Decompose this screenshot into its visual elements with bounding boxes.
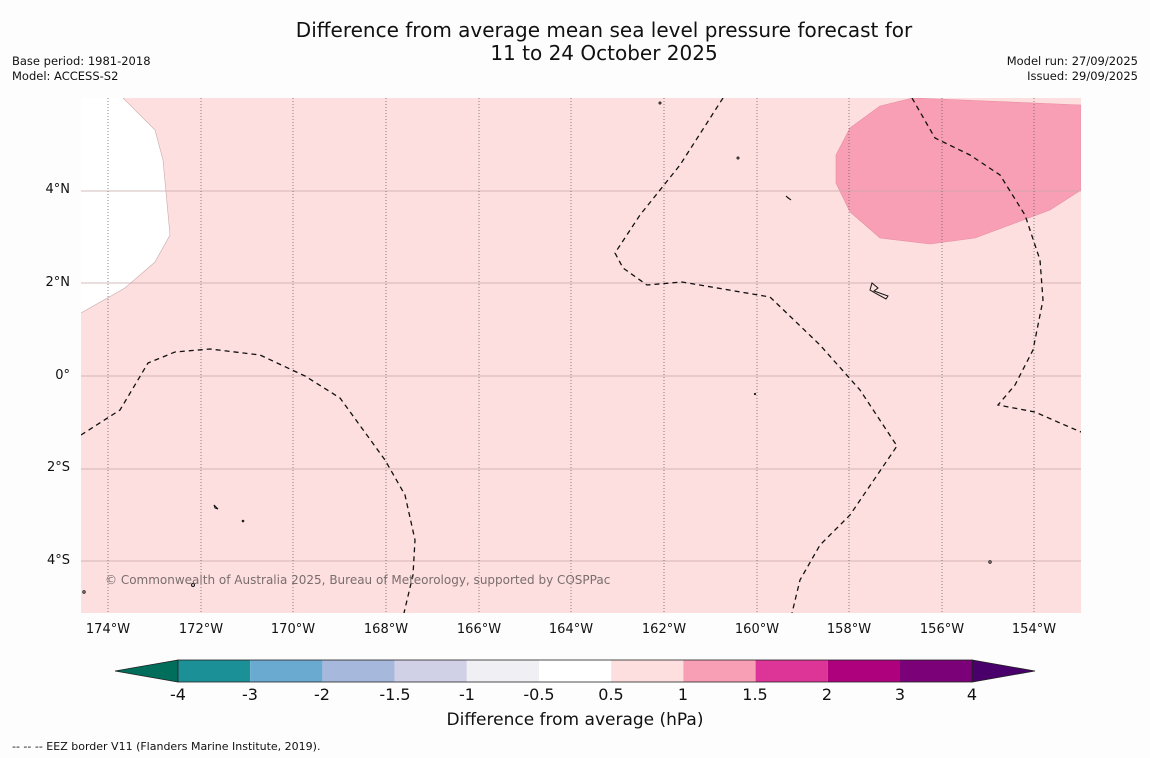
colorbar-swatch: [900, 660, 973, 682]
pressure-anomaly-band-1-1.5: [835, 98, 1081, 245]
lat-label-0: 0°: [55, 368, 70, 383]
colorbar-title: Difference from average (hPa): [446, 710, 704, 730]
map-area: © Commonwealth of Australia 2025, Bureau…: [81, 98, 1081, 613]
latitude-gridlines: [81, 190, 1081, 562]
colorbar-swatch: [539, 660, 612, 682]
colorbar-swatch: [755, 660, 828, 682]
colorbar-tick: 0.5: [598, 685, 624, 704]
model-run: Model run: 27/09/2025: [1006, 54, 1138, 68]
colorbar-extend-high: [971, 659, 1036, 683]
islands: [82, 101, 992, 594]
copyright-text: © Commonwealth of Australia 2025, Bureau…: [105, 573, 610, 587]
lon-label-168w: 168°W: [363, 622, 409, 637]
colorbar-swatch: [250, 660, 323, 682]
model-name: Model: ACCESS-S2: [12, 69, 119, 83]
title-line-1: Difference from average mean sea level p…: [295, 18, 913, 42]
lon-label-174w: 174°W: [85, 622, 131, 637]
colorbar-extend-low: [114, 659, 179, 683]
colorbar-swatch: [394, 660, 467, 682]
lon-label-166w: 166°W: [456, 622, 502, 637]
pressure-anomaly-near-zero-region: [81, 98, 170, 313]
colorbar-tick: 3: [894, 685, 906, 704]
colorbar-tick: -0.5: [523, 685, 555, 704]
near-zero-region-edge: [81, 98, 171, 314]
lon-label-156w: 156°W: [919, 622, 965, 637]
lon-label-170w: 170°W: [270, 622, 316, 637]
lon-label-172w: 172°W: [178, 622, 224, 637]
lat-label-2n: 2°N: [45, 275, 71, 290]
lon-label-154w: 154°W: [1011, 622, 1057, 637]
colorbar-swatch: [611, 660, 684, 682]
lon-label-158w: 158°W: [826, 622, 872, 637]
colorbar-tick: 2: [821, 685, 833, 704]
longitude-gridlines: [107, 98, 1035, 613]
eez-borders: [81, 98, 1081, 613]
colorbar-tick: 1: [677, 685, 689, 704]
colorbar-tick: -4: [170, 685, 186, 704]
chart-title: Difference from average mean sea level p…: [0, 19, 1150, 65]
colorbar-tick: -1: [459, 685, 475, 704]
colorbar-tick: 4: [966, 685, 978, 704]
colorbar-tick: -1.5: [379, 685, 411, 704]
lat-label-4s: 4°S: [46, 553, 70, 568]
colorbar-swatch: [322, 660, 395, 682]
title-line-2: 11 to 24 October 2025: [490, 41, 718, 65]
lat-label-4n: 4°N: [45, 182, 71, 197]
base-period: Base period: 1981-2018: [12, 54, 151, 68]
colorbar-outline: [177, 659, 973, 683]
colorbar-tick: -3: [242, 685, 258, 704]
colorbar-swatch: [827, 660, 900, 682]
footer-legend: -- -- -- EEZ border V11 (Flanders Marine…: [12, 740, 321, 753]
lon-label-164w: 164°W: [548, 622, 594, 637]
colorbar-swatch: [683, 660, 756, 682]
colorbar-swatch: [178, 660, 251, 682]
lat-label-2s: 2°S: [46, 460, 70, 475]
colorbar-tick: 1.5: [742, 685, 768, 704]
issued-date: Issued: 29/09/2025: [1027, 69, 1138, 83]
meta-left: Base period: 1981-2018 Model: ACCESS-S2: [12, 54, 151, 84]
lon-label-162w: 162°W: [641, 622, 687, 637]
colorbar: [114, 659, 1036, 683]
colorbar-tick: -2: [314, 685, 330, 704]
colorbar-swatch: [466, 660, 539, 682]
lon-label-160w: 160°W: [734, 622, 780, 637]
meta-right: Model run: 27/09/2025 Issued: 29/09/2025: [1007, 54, 1138, 84]
